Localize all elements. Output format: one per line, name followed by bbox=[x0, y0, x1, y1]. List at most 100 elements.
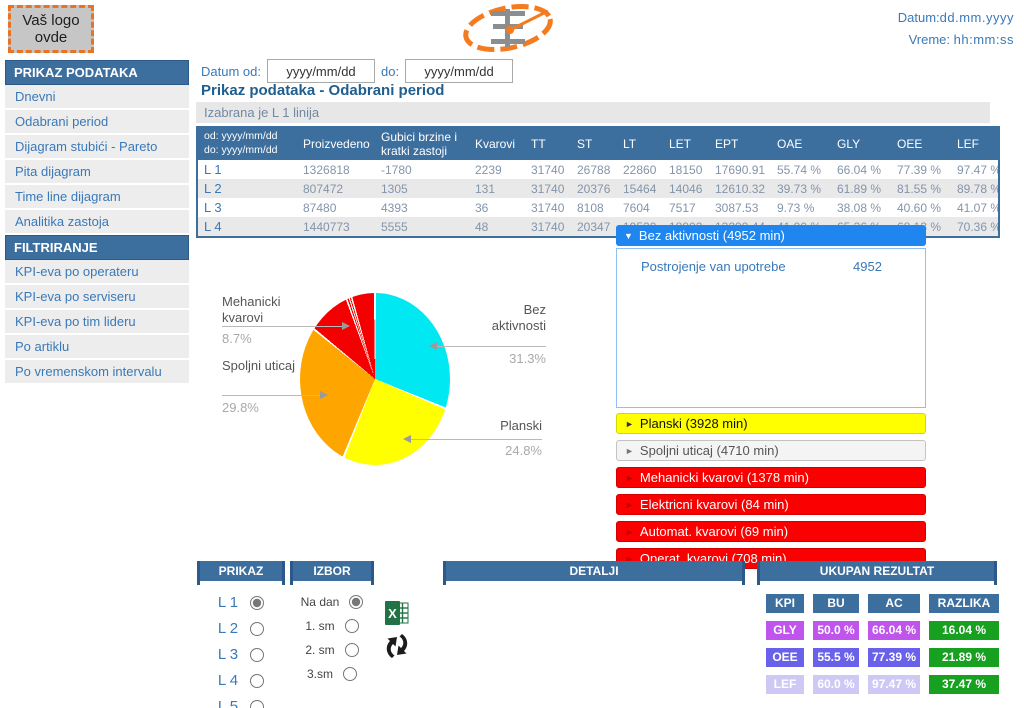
shift-radio-na-dan[interactable] bbox=[349, 595, 364, 609]
ukupan-rezultat-header: UKUPAN REZULTAT bbox=[760, 561, 994, 581]
callout-arrow-icon bbox=[429, 342, 437, 350]
rezultat-ac-oee: 77.39 % bbox=[868, 648, 920, 667]
table-cell: 807472 bbox=[297, 179, 375, 198]
accordion-header-spoljni-uticaj[interactable]: ► Spoljni uticaj (4710 min) bbox=[616, 440, 926, 461]
detalji-section: DETALJI bbox=[443, 561, 745, 585]
table-header-row: od: yyyy/mm/dd do: yyyy/mm/dd Proizvedeno… bbox=[197, 127, 999, 160]
pie-callout-mehanicki-label: Mehanicki kvarovi bbox=[222, 294, 281, 326]
column-header: LET bbox=[663, 127, 709, 160]
excel-export-icon[interactable]: X bbox=[384, 600, 410, 631]
sidebar-item-time-line-dijagram[interactable]: Time line dijagram bbox=[5, 185, 189, 210]
line-option-l2[interactable]: L 2 bbox=[197, 620, 285, 637]
table-row: L 2 807472 1305 131 31740 20376 15464 14… bbox=[197, 179, 999, 198]
sidebar-item-dijagram-stubici-pareto[interactable]: Dijagram stubići - Pareto bbox=[5, 135, 189, 160]
shift-radio-3sm[interactable] bbox=[343, 667, 357, 681]
rezultat-kpi-gly: GLY bbox=[766, 621, 804, 640]
date-to-input[interactable] bbox=[405, 59, 514, 83]
sidebar-item-dnevni[interactable]: Dnevni bbox=[5, 85, 189, 110]
chevron-right-icon: ► bbox=[625, 446, 634, 456]
table-row: L 1 1326818 -1780 2239 31740 26788 22860… bbox=[197, 160, 999, 179]
shift-option-na-dan[interactable]: Na dan bbox=[290, 595, 374, 609]
pie-chart[interactable] bbox=[300, 293, 450, 465]
date-label: Datum: bbox=[897, 10, 940, 25]
rezultat-col-ac: AC bbox=[868, 594, 920, 613]
time-label: Vreme: bbox=[908, 32, 951, 47]
sidebar-item-odabrani-period[interactable]: Odabrani period bbox=[5, 110, 189, 135]
table-cell: 131 bbox=[469, 179, 525, 198]
table-cell: 38.08 % bbox=[837, 200, 882, 215]
column-header-period: od: yyyy/mm/dd do: yyyy/mm/dd bbox=[197, 127, 297, 160]
accordion-header-bez-aktivnosti[interactable]: ▼ Bez aktivnosti (4952 min) bbox=[616, 225, 926, 246]
table-row: L 3 87480 4393 36 31740 8108 7604 7517 3… bbox=[197, 198, 999, 217]
rezultat-razlika-gly: 16.04 % bbox=[929, 621, 999, 640]
sidebar-item-analitika-zastoja[interactable]: Analitika zastoja bbox=[5, 210, 189, 235]
refresh-icon[interactable] bbox=[382, 631, 412, 666]
sidebar: PRIKAZ PODATAKA Dnevni Odabrani period D… bbox=[5, 60, 189, 385]
sidebar-item-kpi-po-serviseru[interactable]: KPI-eva po serviseru bbox=[5, 285, 189, 310]
table-cell: 26788 bbox=[577, 162, 611, 177]
date-display: Datum:dd.mm.yyyy bbox=[898, 7, 1014, 29]
chevron-right-icon: ► bbox=[625, 473, 634, 483]
sidebar-item-pita-dijagram[interactable]: Pita dijagram bbox=[5, 160, 189, 185]
accordion-header-automat-kvarovi[interactable]: ► Automat. kvarovi (69 min) bbox=[616, 521, 926, 542]
sidebar-item-po-vremenskom-intervalu[interactable]: Po vremenskom intervalu bbox=[5, 360, 189, 385]
rezultat-razlika-lef: 37.47 % bbox=[929, 675, 999, 694]
ukupan-rezultat-section: UKUPAN REZULTAT KPI BU AC RAZLIKA GLY 50… bbox=[757, 561, 999, 694]
date-from-label: Datum od: bbox=[201, 63, 261, 79]
column-header: LT bbox=[617, 127, 663, 160]
downtime-reason-label: Postrojenje van upotrebe bbox=[641, 259, 786, 274]
sidebar-item-kpi-po-operateru[interactable]: KPI-eva po operateru bbox=[5, 260, 189, 285]
table-cell: 97.47 % bbox=[957, 162, 999, 177]
table-cell: 70.36 % bbox=[951, 217, 999, 237]
sidebar-item-kpi-po-tim-lideru[interactable]: KPI-eva po tim lideru bbox=[5, 310, 189, 335]
line-option-l1[interactable]: L 1 bbox=[197, 594, 285, 611]
line-radio-l3[interactable] bbox=[250, 647, 265, 662]
shift-option-1sm[interactable]: 1. sm bbox=[290, 619, 374, 633]
row-label[interactable]: L 1 bbox=[204, 162, 222, 177]
table-cell: 20347 bbox=[571, 217, 617, 237]
rezultat-razlika-oee: 21.89 % bbox=[929, 648, 999, 667]
callout-arrow-icon bbox=[403, 435, 411, 443]
line-radio-l4[interactable] bbox=[250, 673, 265, 688]
shift-radio-1sm[interactable] bbox=[344, 619, 359, 633]
row-label[interactable]: L 4 bbox=[197, 217, 297, 237]
page-title: Prikaz podataka - Odabrani period bbox=[201, 82, 445, 99]
line-option-l4[interactable]: L 4 bbox=[197, 672, 285, 689]
rezultat-kpi-oee: OEE bbox=[766, 648, 804, 667]
column-header: ST bbox=[571, 127, 617, 160]
shift-option-2sm[interactable]: 2. sm bbox=[290, 643, 374, 657]
table-cell: 61.89 % bbox=[831, 179, 891, 198]
time-display: Vreme: hh:mm:ss bbox=[898, 29, 1014, 51]
table-cell: 1440773 bbox=[297, 217, 375, 237]
shift-option-3sm[interactable]: 3.sm bbox=[290, 667, 374, 681]
shift-radio-2sm[interactable] bbox=[344, 643, 359, 657]
table-cell: 40.60 % bbox=[897, 200, 942, 215]
rezultat-col-kpi: KPI bbox=[766, 594, 804, 613]
accordion-header-elektricni-kvarovi[interactable]: ► Elektricni kvarovi (84 min) bbox=[616, 494, 926, 515]
line-radio-l5[interactable] bbox=[250, 699, 265, 708]
table-cell: 48 bbox=[469, 217, 525, 237]
row-label[interactable]: L 2 bbox=[197, 179, 297, 198]
table-cell: 3087.53 bbox=[715, 200, 759, 215]
accordion-header-planski[interactable]: ► Planski (3928 min) bbox=[616, 413, 926, 434]
logo-placeholder-text: Vaš logo ovde bbox=[22, 11, 80, 46]
detalji-header: DETALJI bbox=[446, 561, 742, 581]
date-filter-row: Datum od: do: bbox=[201, 59, 514, 83]
date-from-input[interactable] bbox=[266, 59, 375, 83]
table-cell: 7604 bbox=[623, 200, 650, 215]
accordion-header-mehanicki-kvarovi[interactable]: ► Mehanicki kvarovi (1378 min) bbox=[616, 467, 926, 488]
line-option-l5[interactable]: L 5 bbox=[197, 698, 285, 708]
table-cell: 1326818 bbox=[303, 162, 350, 177]
sidebar-item-po-artiklu[interactable]: Po artiklu bbox=[5, 335, 189, 360]
column-header: Proizvedeno bbox=[297, 127, 375, 160]
callout-arrow-icon bbox=[320, 391, 328, 399]
table-cell: 17690.91 bbox=[715, 162, 766, 177]
line-radio-l2[interactable] bbox=[250, 621, 265, 636]
datetime-display: Datum:dd.mm.yyyy Vreme: hh:mm:ss bbox=[898, 7, 1014, 51]
table-cell: 4393 bbox=[381, 200, 408, 215]
line-option-l3[interactable]: L 3 bbox=[197, 646, 285, 663]
line-radio-l1[interactable] bbox=[250, 595, 265, 610]
column-header: EPT bbox=[709, 127, 771, 160]
izbor-header: IZBOR bbox=[293, 561, 371, 581]
row-label[interactable]: L 3 bbox=[204, 200, 222, 215]
